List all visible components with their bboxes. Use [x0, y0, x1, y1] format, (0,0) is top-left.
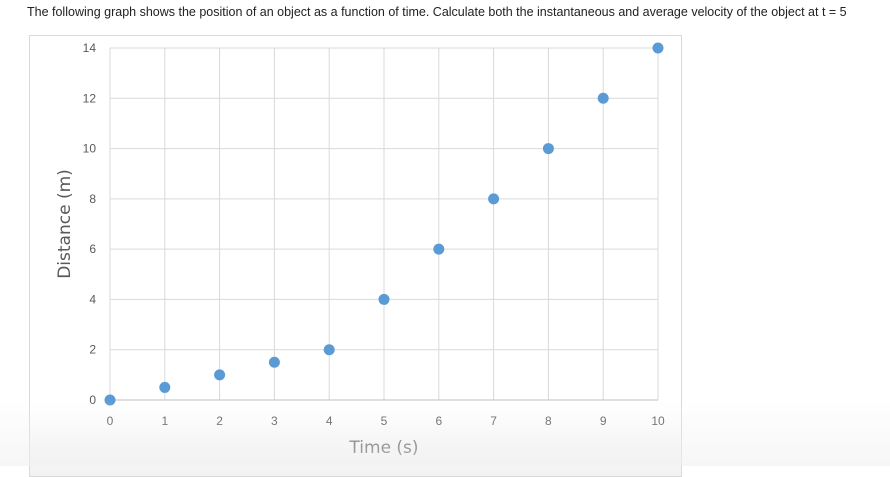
x-tick-label: 5	[381, 414, 388, 428]
x-tick-label: 3	[271, 414, 278, 428]
x-tick-label: 1	[161, 414, 168, 428]
y-tick-label: 6	[89, 242, 96, 256]
data-point	[652, 42, 664, 54]
x-tick-label: 8	[545, 414, 552, 428]
x-tick-label: 4	[326, 414, 333, 428]
data-point	[323, 344, 335, 356]
x-tick-label: 6	[435, 414, 442, 428]
y-tick-label: 10	[83, 142, 97, 156]
y-tick-label: 14	[83, 41, 97, 55]
data-point	[159, 381, 171, 393]
y-axis-label: Distance (m)	[55, 169, 75, 279]
data-point	[268, 356, 280, 368]
data-point	[488, 193, 500, 205]
x-tick-label: 9	[600, 414, 607, 428]
question-text: The following graph shows the position o…	[27, 5, 847, 19]
y-tick-label: 4	[89, 292, 96, 306]
data-point	[433, 243, 445, 255]
data-point	[214, 369, 226, 381]
data-point	[104, 394, 116, 406]
data-point	[542, 143, 554, 155]
x-tick-label: 0	[107, 414, 114, 428]
y-tick-label: 2	[89, 343, 96, 357]
data-point	[378, 293, 390, 305]
y-tick-label: 12	[83, 91, 97, 105]
y-tick-label: 0	[89, 393, 96, 407]
y-tick-label: 8	[89, 192, 96, 206]
data-point	[597, 92, 609, 104]
gridlines	[109, 47, 659, 401]
x-tick-label: 10	[651, 414, 665, 428]
x-tick-label: 2	[216, 414, 223, 428]
x-axis-label: Time (s)	[348, 438, 418, 458]
x-tick-label: 7	[490, 414, 497, 428]
